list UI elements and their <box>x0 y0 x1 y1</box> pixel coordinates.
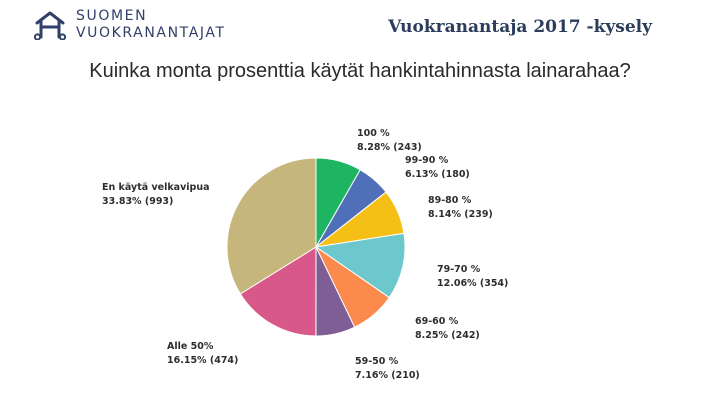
survey-title: Vuokranantaja 2017 -kysely <box>388 17 652 37</box>
brand-logo: SUOMEN VUOKRANANTAJAT <box>34 8 226 42</box>
slice-value-label: 33.83% (993) <box>102 196 173 207</box>
slice-label: 89-80 % <box>428 195 472 206</box>
slice-value-label: 16.15% (474) <box>167 355 238 366</box>
slice-value-label: 7.16% (210) <box>355 370 420 381</box>
slice-value-label: 12.06% (354) <box>437 278 508 289</box>
logo-line-2: VUOKRANANTAJAT <box>76 25 226 41</box>
slice-label: 99-90 % <box>405 155 449 166</box>
slice-value-label: 8.14% (239) <box>428 209 493 220</box>
slice-value-label: 8.28% (243) <box>357 142 422 153</box>
slice-label: En käytä velkavipua <box>102 182 210 193</box>
pie-slice <box>226 157 317 295</box>
logo-line-1: SUOMEN <box>76 8 148 24</box>
house-logo-icon <box>34 11 66 40</box>
slice-label: 69-60 % <box>415 316 459 327</box>
chart-question: Kuinka monta prosenttia käytät hankintah… <box>89 60 631 82</box>
pie-slice <box>314 232 406 299</box>
slice-label: 79-70 % <box>437 264 481 275</box>
slice-label: 100 % <box>357 128 390 139</box>
slice-label: 59-50 % <box>355 356 399 367</box>
pie-slice <box>239 246 317 337</box>
slice-value-label: 6.13% (180) <box>405 169 470 180</box>
logo-text: SUOMEN VUOKRANANTAJAT <box>76 8 226 42</box>
slice-label: Alle 50% <box>167 341 214 352</box>
slice-value-label: 8.25% (242) <box>415 330 480 341</box>
